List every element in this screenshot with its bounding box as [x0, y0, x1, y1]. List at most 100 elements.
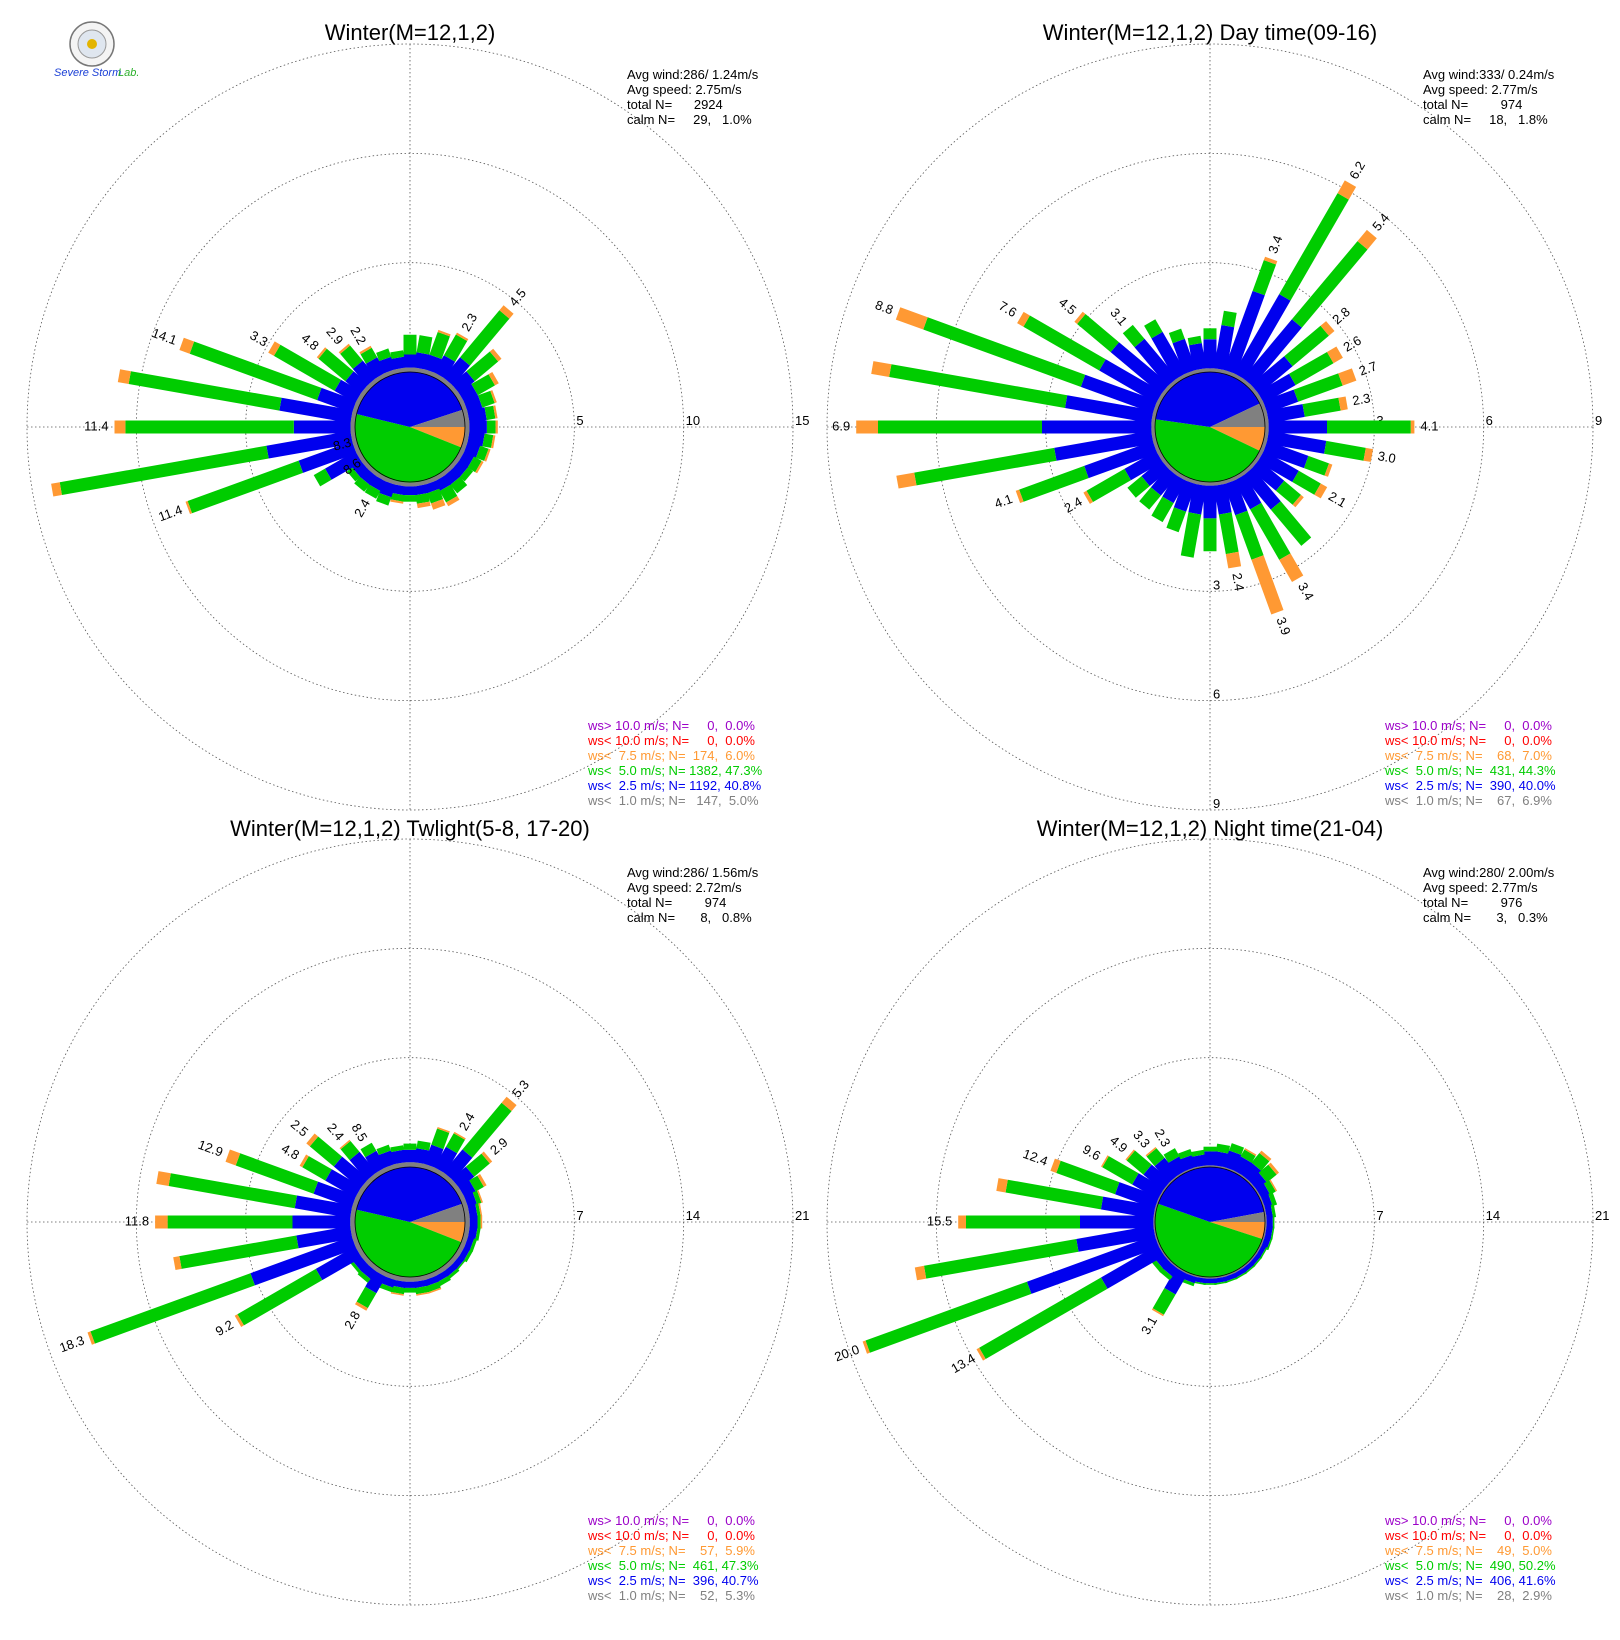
- bar-total-label: 4.1: [992, 491, 1014, 511]
- bar-segment: [499, 305, 514, 319]
- pie-slice-blue: [356, 371, 463, 427]
- bar-segment: [1327, 420, 1411, 434]
- pie-slice-blue: [356, 1167, 462, 1222]
- bar-segment: [357, 1270, 371, 1283]
- bar-segment: [391, 484, 407, 496]
- bar-segment: [391, 1149, 406, 1165]
- bar-segment: [475, 460, 484, 474]
- logo: Severe Storm Lab.: [54, 21, 139, 79]
- info-line: calm N= 18, 1.8%: [1423, 112, 1548, 127]
- bar-segment: [1338, 368, 1357, 386]
- bar-segment: [1225, 551, 1242, 569]
- bar-segment: [976, 1347, 986, 1361]
- bar-segment: [1233, 474, 1262, 510]
- bar-segment: [114, 420, 126, 434]
- bar-segment: [1284, 325, 1329, 367]
- bar-segment: [1268, 1162, 1279, 1175]
- bar-segment: [392, 1279, 406, 1289]
- bar-segment: [346, 467, 361, 482]
- bar-segment: [482, 433, 494, 448]
- bar-segment: [1141, 459, 1170, 487]
- bar-segment: [179, 1235, 299, 1269]
- bar-segment: [173, 1256, 182, 1270]
- bar-segment: [443, 1149, 473, 1181]
- bar-segment: [1251, 555, 1284, 615]
- bar-segment: [1257, 373, 1296, 404]
- bar-segment: [484, 448, 491, 462]
- bar-segment: [403, 1143, 417, 1150]
- bar-segment: [1144, 319, 1163, 339]
- bar-segment: [465, 1215, 470, 1229]
- legend-entry: ws> 10.0 m/s; N= 0, 0.0%: [1384, 718, 1552, 733]
- pie-slice-orange: [410, 427, 466, 448]
- bar-segment: [445, 1133, 465, 1154]
- bar-segment: [391, 356, 407, 370]
- bar-segment: [390, 1292, 404, 1296]
- bar-segment: [437, 1275, 451, 1287]
- bar-segment: [1250, 502, 1291, 560]
- info-line: Avg speed: 2.77m/s: [1423, 82, 1538, 97]
- ring-label: 9: [1595, 413, 1602, 428]
- info-line: Avg speed: 2.72m/s: [627, 880, 742, 895]
- bar-segment: [1115, 1182, 1160, 1209]
- bar-segment: [1168, 1156, 1188, 1177]
- bar-segment: [437, 329, 451, 337]
- bar-segment: [313, 1181, 357, 1208]
- bar-total-label: 11.4: [156, 502, 184, 524]
- bar-segment: [415, 1285, 429, 1295]
- bar-total-label: 6.2: [1346, 159, 1368, 182]
- bar-segment: [1203, 518, 1217, 552]
- legend-entry: ws> 10.0 m/s; N= 0, 0.0%: [587, 718, 755, 733]
- bar-segment: [1302, 397, 1341, 417]
- bar-segment: [914, 447, 1057, 486]
- bar-segment: [996, 1178, 1008, 1193]
- bar-segment: [179, 337, 195, 354]
- bar-segment: [360, 1142, 377, 1158]
- bar-total-label: 3.1: [1138, 1314, 1160, 1337]
- bar-segment: [1293, 373, 1343, 402]
- bar-segment: [1159, 1268, 1173, 1281]
- pie-slice-blue: [1158, 1166, 1265, 1222]
- bar-segment: [379, 356, 396, 374]
- bar-total-label: 2.4: [351, 496, 373, 519]
- pie-slice-blue: [1155, 371, 1260, 427]
- bar-segment: [1110, 342, 1170, 395]
- bar-segment: [1080, 374, 1158, 414]
- info-line: Avg speed: 2.77m/s: [1423, 880, 1538, 895]
- bar-total-label: 20.0: [832, 1342, 861, 1365]
- bar-segment: [325, 451, 362, 480]
- bar-segment: [1324, 440, 1366, 461]
- bar-segment: [446, 496, 460, 507]
- bar-total-label: 11.4: [84, 418, 108, 433]
- bar-segment: [250, 1236, 357, 1286]
- bar-segment: [1244, 1264, 1256, 1275]
- bar-segment: [451, 371, 475, 394]
- bar-segment: [1292, 470, 1321, 495]
- bar-segment: [413, 484, 429, 496]
- bar-segment: [1357, 229, 1377, 250]
- bar-segment: [451, 1166, 475, 1189]
- bar-segment: [469, 1238, 478, 1252]
- bar-total-label: 9.6: [1080, 1141, 1103, 1163]
- bar-segment: [316, 347, 327, 359]
- bar-segment: [1268, 420, 1327, 434]
- bar-segment: [1086, 468, 1131, 502]
- bar-total-label: 5.4: [1369, 210, 1392, 233]
- bar-segment: [1252, 260, 1277, 296]
- bar-segment: [403, 1281, 417, 1288]
- bar-segment: [1017, 311, 1030, 327]
- bar-segment: [1337, 180, 1357, 200]
- bar-total-label: 2.3: [458, 311, 480, 334]
- bar-segment: [495, 420, 498, 434]
- bar-segment: [1023, 315, 1106, 371]
- bar-segment: [306, 1133, 319, 1147]
- bar-segment: [958, 1215, 966, 1229]
- bar-segment: [296, 1226, 353, 1249]
- bar-segment: [463, 1192, 478, 1208]
- bar-segment: [340, 1141, 360, 1161]
- bar-segment: [156, 1171, 171, 1186]
- bar-segment: [1102, 1156, 1139, 1185]
- bar-segment: [424, 1144, 444, 1169]
- bar-segment: [90, 1273, 255, 1344]
- bar-segment: [1259, 1150, 1272, 1162]
